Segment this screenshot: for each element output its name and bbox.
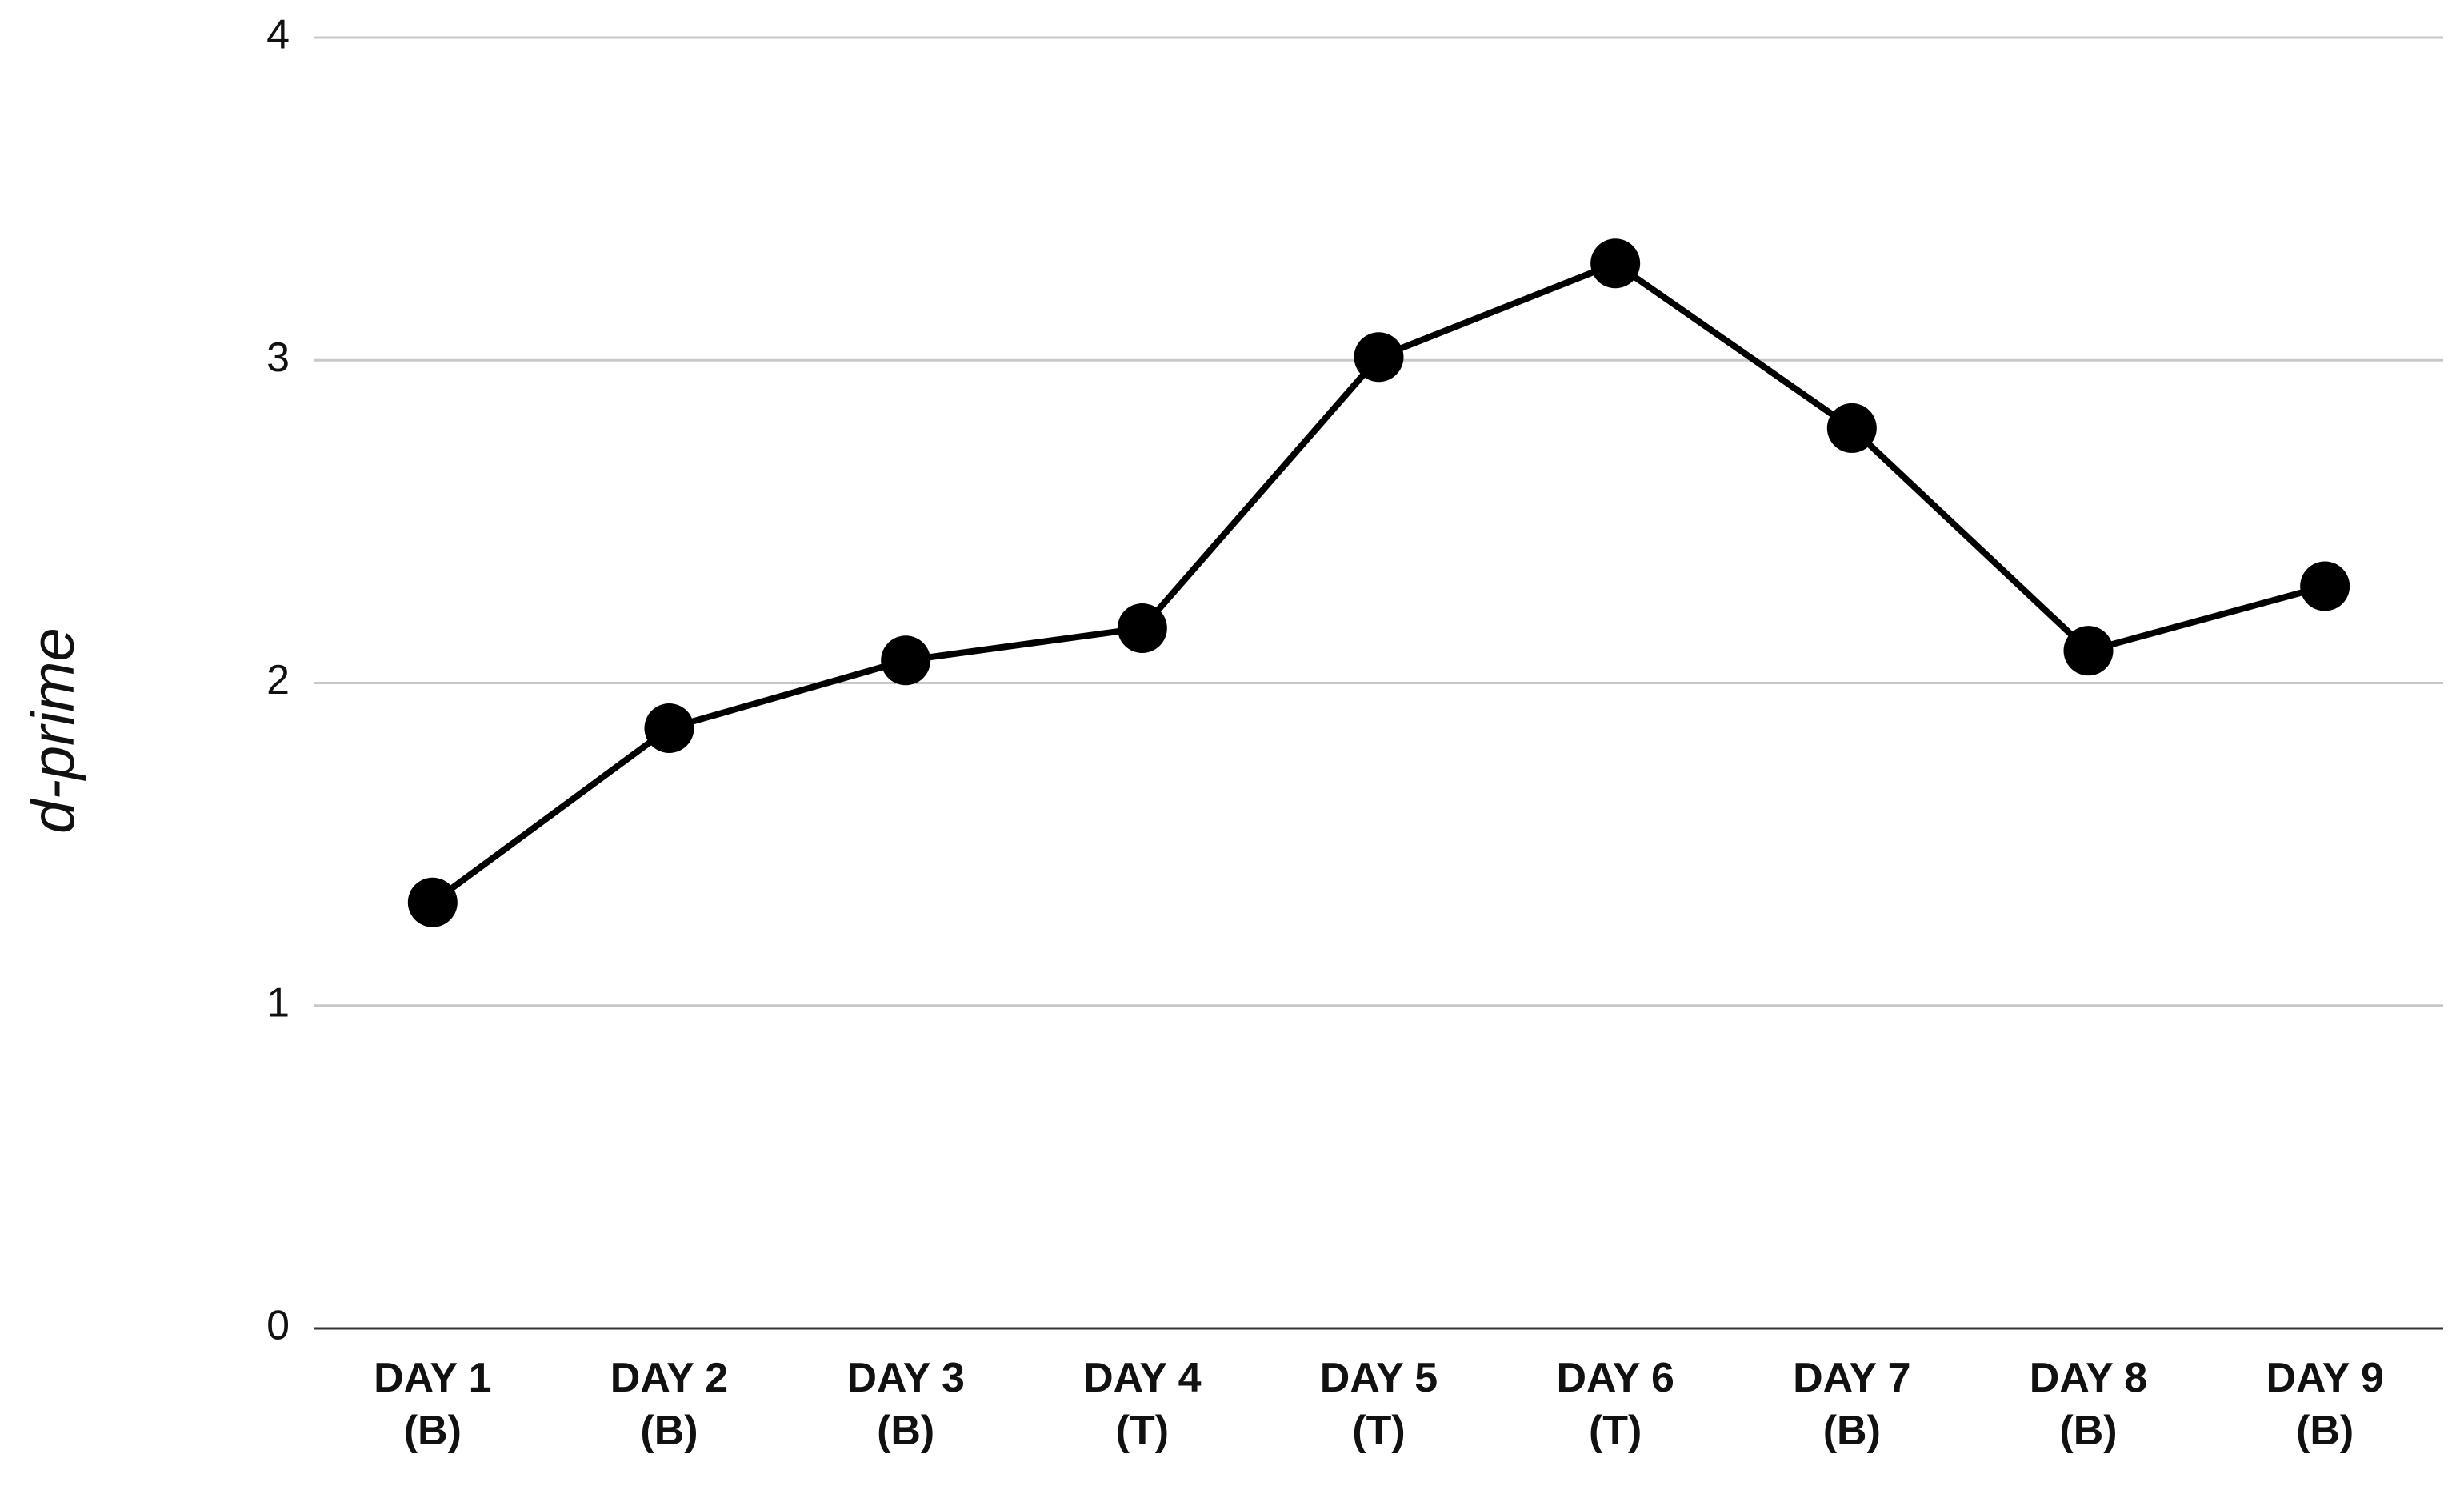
data-point [881, 635, 931, 686]
x-tick-label: DAY 5 (T) [1320, 1355, 1438, 1454]
x-tick-label-line: (B) [404, 1408, 462, 1454]
x-tick-label-line: (B) [2059, 1408, 2117, 1454]
x-tick-label-line: (B) [640, 1408, 698, 1454]
y-tick-label: 1 [266, 979, 290, 1026]
x-tick-label: DAY 6 (T) [1556, 1355, 1674, 1454]
x-tick-label-line: (B) [2296, 1408, 2354, 1454]
x-tick-label-line: DAY 5 [1320, 1355, 1438, 1401]
x-tick-label-line: (T) [1589, 1408, 1642, 1454]
x-tick-label-line: (T) [1352, 1408, 1405, 1454]
x-tick-label-line: DAY 3 [846, 1355, 964, 1401]
data-point [1117, 603, 1167, 653]
x-tick-label-line: DAY 6 [1556, 1355, 1674, 1401]
x-tick-label-line: DAY 4 [1083, 1355, 1202, 1401]
x-tick-label-line: DAY 2 [610, 1355, 728, 1401]
data-point [1826, 403, 1877, 453]
x-tick-label: DAY 7 (B) [1793, 1355, 1910, 1454]
x-tick-label-line: DAY 7 [1793, 1355, 1910, 1401]
data-point [2300, 561, 2350, 611]
x-tick-label: DAY 4 (T) [1083, 1355, 1202, 1454]
x-tick-label-line: (T) [1116, 1408, 1169, 1454]
x-tick-label: DAY 9 (B) [2266, 1355, 2383, 1454]
x-tick-label-line: DAY 8 [2030, 1355, 2147, 1401]
x-tick-label: DAY 1 (B) [374, 1355, 491, 1454]
data-point [407, 877, 458, 927]
data-point [1354, 332, 1404, 383]
x-tick-label-line: DAY 1 [374, 1355, 491, 1401]
y-tick-label: 4 [266, 12, 290, 58]
y-tick-label: 3 [266, 334, 290, 381]
data-point [1590, 238, 1641, 289]
y-tick-label: 0 [266, 1303, 290, 1349]
x-tick-label-line: (B) [1823, 1408, 1881, 1454]
x-tick-label: DAY 8 (B) [2030, 1355, 2147, 1454]
data-point [644, 703, 694, 753]
x-tick-label: DAY 2 (B) [610, 1355, 728, 1454]
x-tick-label-line: DAY 9 [2266, 1355, 2383, 1401]
x-tick-label-line: (B) [877, 1408, 934, 1454]
x-tick-label: DAY 3 (B) [846, 1355, 964, 1454]
y-axis-label: d-prime [19, 627, 87, 834]
data-point [2063, 626, 2114, 676]
y-tick-label: 2 [266, 657, 290, 703]
